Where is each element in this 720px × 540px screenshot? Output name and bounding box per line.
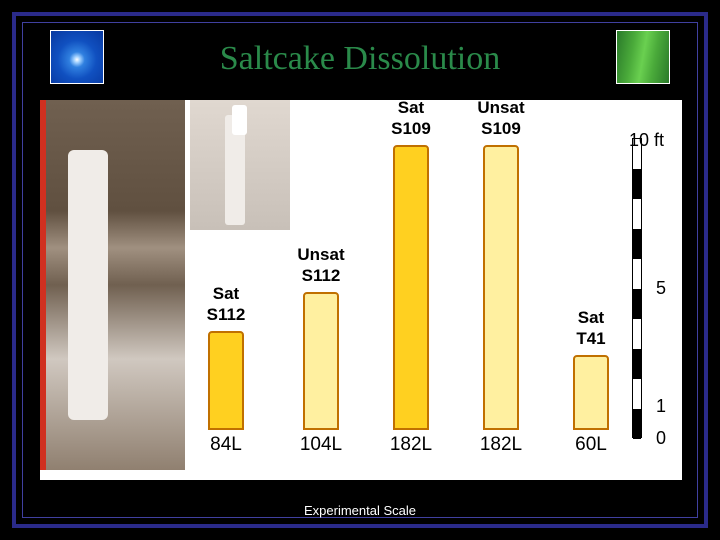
- bar-top-label: SatS109: [371, 98, 451, 139]
- bar-volume-label: 182L: [466, 434, 536, 456]
- bar-volume-label: 182L: [376, 434, 446, 456]
- bar-s112-unsat: [303, 292, 339, 430]
- ruler-label-10: 10 ft: [622, 130, 664, 151]
- bar-volume-label: 104L: [286, 434, 356, 456]
- lab-column-photo: [40, 100, 185, 470]
- footer-caption: Experimental Scale: [0, 503, 720, 518]
- bar-t41-sat: [573, 355, 609, 430]
- bar-region: SatS112 84L UnsatS112 104L SatS109 182L UnsatS…: [185, 100, 622, 470]
- bar-volume-label: 60L: [556, 434, 626, 456]
- ruler-segment: [633, 349, 641, 379]
- bar-s112-sat: [208, 331, 244, 430]
- bar-s109-sat: [393, 145, 429, 430]
- bar-top-label: SatT41: [551, 308, 631, 349]
- bar-top-label: SatS112: [186, 284, 266, 325]
- ruler-label-1: 1: [624, 396, 666, 417]
- ruler-segment: [633, 229, 641, 259]
- bar-top-label: UnsatS112: [281, 245, 361, 286]
- scale-ruler: 10 ft 5 1 0: [624, 138, 664, 456]
- bar-volume-label: 84L: [191, 434, 261, 456]
- ruler-label-5: 5: [624, 278, 666, 299]
- bar-s109-unsat: [483, 145, 519, 430]
- page-title: Saltcake Dissolution: [0, 40, 720, 78]
- ruler-label-0: 0: [624, 428, 666, 449]
- chart-area: SatS112 84L UnsatS112 104L SatS109 182L UnsatS…: [40, 100, 682, 480]
- bar-top-label: UnsatS109: [461, 98, 541, 139]
- ruler-segment: [633, 169, 641, 199]
